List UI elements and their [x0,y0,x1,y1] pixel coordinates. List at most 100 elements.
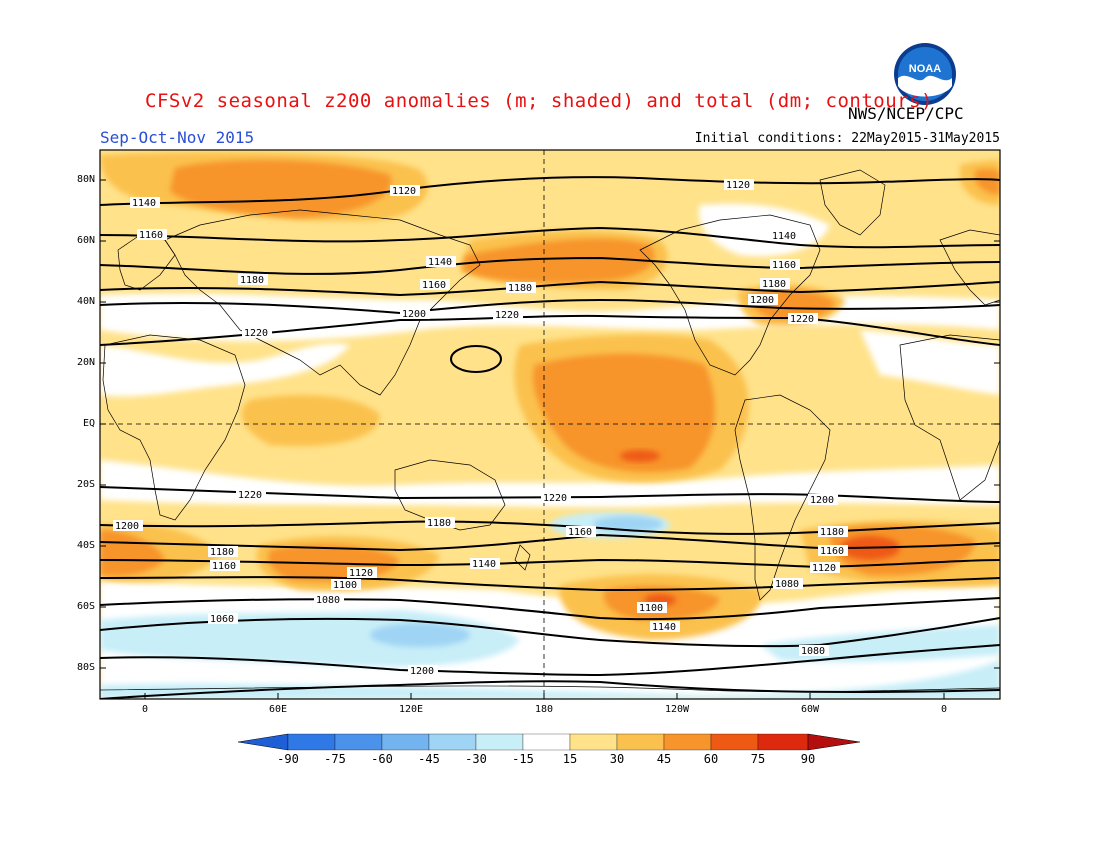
contour-label: 1160 [772,260,796,271]
contour-label: 1080 [775,579,799,590]
colorbar-label: 30 [609,752,625,766]
colorbar-swatch [428,733,477,751]
colorbar-label: 60 [703,752,719,766]
contour-label: 1140 [472,559,496,570]
contour-label: 1180 [762,279,786,290]
contour-label: 1200 [402,309,426,320]
contour-label: 1140 [428,257,452,268]
colorbar-label: -45 [418,752,440,766]
season-label: Sep-Oct-Nov 2015 [100,128,255,147]
contour-label: 1200 [750,295,774,306]
coastline-africa [102,334,246,521]
colorbar-swatch [569,733,618,751]
contour-label: 1140 [652,622,676,633]
contour-label: 1120 [812,563,836,574]
contour-label: 1100 [333,580,357,591]
lat-label: 40S [76,540,95,551]
contour-label: 1180 [508,283,532,294]
noaa-logo-text: NOAA [909,63,941,75]
coastline-north-america [639,214,821,376]
contour-label: 1220 [543,493,567,504]
colorbar-label: -15 [512,752,534,766]
colorbar-label: 90 [800,752,816,766]
contour-label: 1120 [726,180,750,191]
contour-label: 1220 [790,314,814,325]
chart-title: CFSv2 seasonal z200 anomalies (m; shaded… [145,90,933,112]
contour-label: 1180 [240,275,264,286]
coastlines [100,169,1000,693]
lon-label: 0 [141,704,149,715]
contour-labels: 1140 1160 1180 1220 1120 1140 1160 1180 … [113,179,848,677]
contour-label: 1180 [820,527,844,538]
lat-label: 60N [76,235,95,246]
contour-label: 1160 [139,230,163,241]
contour-label: 1120 [392,186,416,197]
axis-ticks [100,179,1000,699]
contour-label: 1140 [132,198,156,209]
lon-label: 120W [664,704,690,715]
contour-label: 1060 [210,614,234,625]
colorbar-label: -75 [324,752,346,766]
contour-label: 1200 [410,666,434,677]
coastline-antarctica [100,685,1000,693]
colorbar [238,733,861,751]
coastline-greenland [819,169,886,236]
contour-label: 1220 [495,310,519,321]
lat-label: EQ [82,418,95,429]
lat-label: 60S [76,601,95,612]
contour-label: 1160 [568,527,592,538]
colorbar-swatch [381,733,430,751]
contour-label: 1200 [115,521,139,532]
colorbar-end-high [807,733,861,751]
contour-label: 1160 [820,546,844,557]
initial-conditions-label: Initial conditions: 22May2015-31May2015 [694,131,1000,146]
lon-label: 60W [800,704,820,715]
colorbar-swatch [287,733,336,751]
colorbar-swatch [475,733,524,751]
contour-label: 1180 [427,518,451,529]
anomaly-shading [100,150,1000,699]
coastline-australia [394,459,506,531]
lat-label: 40N [76,296,95,307]
coastline-newzealand [514,544,531,571]
colorbar-swatch [757,733,809,751]
contour-label: 1160 [212,561,236,572]
colorbar-label: 15 [562,752,578,766]
contour-label: 1080 [316,595,340,606]
colorbar-label: -90 [277,752,299,766]
lat-label: 20N [76,357,95,368]
colorbar-swatch [334,733,383,751]
coastline-south-america [734,394,831,601]
colorbar-swatch [663,733,712,751]
colorbar-label: 45 [656,752,672,766]
colorbar-end-low [238,733,289,751]
colorbar-swatch [616,733,665,751]
lon-label: 180 [534,704,554,715]
noaa-logo: NOAA [894,43,956,105]
contour-label: 1160 [422,280,446,291]
contour-label: 1100 [639,603,663,614]
coastline-asia [164,209,481,396]
colorbar-label: 75 [750,752,766,766]
colorbar-swatch [710,733,759,751]
lon-label: 0 [940,704,948,715]
colorbar-swatch [522,733,571,751]
colorbar-label: -30 [465,752,487,766]
coastline-africa-east [899,334,1000,501]
contour-label: 1180 [210,547,234,558]
contour-label: 1220 [244,328,268,339]
lat-label: 80N [76,174,95,185]
colorbar-label: -60 [371,752,393,766]
lon-label: 60E [268,704,288,715]
lon-label: 120E [398,704,424,715]
contour-label: 1120 [349,568,373,579]
agency-label: NWS/NCEP/CPC [848,104,964,123]
lat-label: 20S [76,479,95,490]
contour-label: 1140 [772,231,796,242]
contour-label: 1200 [810,495,834,506]
contour-label: 1220 [238,490,262,501]
coastline-europe-east [939,229,1000,306]
contour-label: 1080 [801,646,825,657]
lat-label: 80S [76,662,95,673]
